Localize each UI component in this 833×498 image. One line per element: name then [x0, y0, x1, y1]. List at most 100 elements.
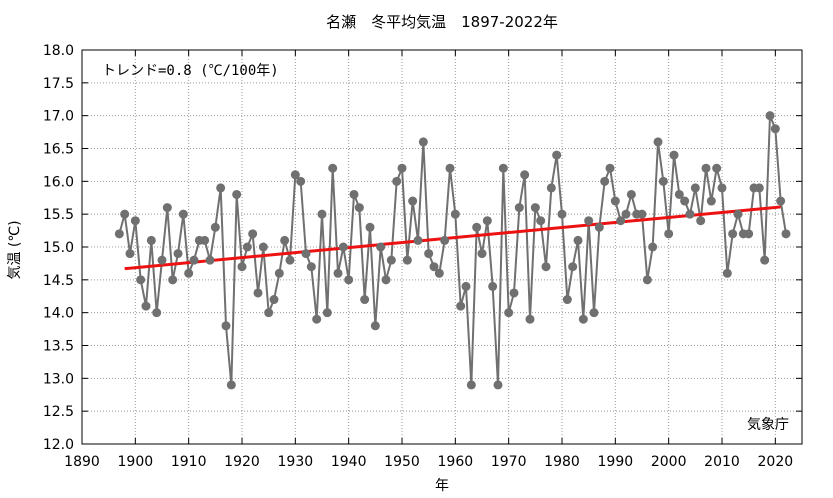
data-point: [205, 255, 215, 265]
data-point: [322, 308, 332, 318]
data-point: [669, 150, 679, 160]
data-point: [146, 235, 156, 245]
data-point: [269, 295, 279, 305]
data-point: [557, 209, 567, 219]
data-point: [349, 189, 359, 199]
data-point: [130, 216, 140, 226]
x-tick-label: 1920: [224, 454, 260, 470]
data-point: [381, 275, 391, 285]
data-point: [568, 262, 578, 272]
data-point: [530, 203, 540, 213]
data-point: [274, 268, 284, 278]
x-tick-label: 1910: [171, 454, 207, 470]
data-point: [445, 163, 455, 173]
data-point: [642, 275, 652, 285]
data-point: [258, 242, 268, 252]
data-point: [237, 262, 247, 272]
y-axis-label: 気温 (℃): [7, 220, 23, 279]
x-axis: 1890 1900 1910 1920 1930 1940 1950 1960 1970 1980…: [64, 50, 793, 470]
data-point: [344, 275, 354, 285]
data-point: [189, 255, 199, 265]
y-tick-label: 14.5: [43, 273, 74, 289]
data-point: [168, 275, 178, 285]
data-point: [354, 203, 364, 213]
x-tick-label: 2010: [704, 454, 740, 470]
data-point: [472, 222, 482, 232]
data-point: [162, 203, 172, 213]
data-point: [594, 222, 604, 232]
data-point: [125, 249, 135, 259]
data-point: [280, 235, 290, 245]
trend-line: [124, 205, 781, 271]
data-point: [264, 308, 274, 318]
x-tick-label: 1950: [384, 454, 420, 470]
data-point: [216, 183, 226, 193]
y-tick-label: 13.0: [43, 371, 74, 387]
data-point: [552, 150, 562, 160]
x-tick-label: 1900: [118, 454, 154, 470]
data-point: [136, 275, 146, 285]
data-point: [525, 314, 535, 324]
x-tick-label: 1930: [278, 454, 314, 470]
data-point: [397, 163, 407, 173]
data-point: [621, 209, 631, 219]
data-point: [317, 209, 327, 219]
data-point: [706, 196, 716, 206]
data-point: [770, 124, 780, 134]
data-point: [733, 209, 743, 219]
data-point: [754, 183, 764, 193]
grid-lines: [82, 50, 802, 444]
data-point: [696, 216, 706, 226]
data-point: [722, 268, 732, 278]
data-point: [114, 229, 124, 239]
data-point: [296, 176, 306, 186]
data-point: [184, 268, 194, 278]
chart-title: 名瀬 冬平均気温 1897-2022年: [326, 13, 558, 31]
data-point: [285, 255, 295, 265]
data-point: [333, 268, 343, 278]
y-axis: 12.0 12.5 13.0 13.5 14.0 14.5 15.0 15.5 16.0 16.5…: [43, 43, 802, 453]
data-point: [424, 249, 434, 259]
data-point: [504, 308, 514, 318]
x-tick-label: 1980: [544, 454, 580, 470]
data-point: [658, 176, 668, 186]
data-point: [253, 288, 263, 298]
data-point: [541, 262, 551, 272]
data-point: [242, 242, 252, 252]
data-point: [450, 209, 460, 219]
trend-label: トレンド=0.8 (℃/100年): [102, 63, 279, 79]
data-point: [157, 255, 167, 265]
data-point: [413, 235, 423, 245]
data-point: [429, 262, 439, 272]
data-point: [408, 196, 418, 206]
data-point: [376, 242, 386, 252]
y-tick-label: 15.0: [43, 240, 74, 256]
data-point: [514, 203, 524, 213]
data-point: [418, 137, 428, 147]
data-point: [306, 262, 316, 272]
data-point: [520, 170, 530, 180]
data-point: [434, 268, 444, 278]
y-tick-label: 16.5: [43, 142, 74, 158]
data-point: [637, 209, 647, 219]
data-point: [765, 111, 775, 121]
data-point: [178, 209, 188, 219]
y-tick-label: 16.0: [43, 174, 74, 190]
data-point: [728, 229, 738, 239]
data-point: [392, 176, 402, 186]
data-point: [781, 229, 791, 239]
data-point: [370, 321, 380, 331]
data-point: [536, 216, 546, 226]
data-point: [605, 163, 615, 173]
data-point: [440, 235, 450, 245]
data-point: [573, 235, 583, 245]
data-point: [584, 216, 594, 226]
data-point: [685, 209, 695, 219]
data-point: [312, 314, 322, 324]
y-tick-label: 12.5: [43, 404, 74, 420]
data-point: [701, 163, 711, 173]
y-tick-label: 14.0: [43, 306, 74, 322]
data-point: [248, 229, 258, 239]
data-point: [338, 242, 348, 252]
